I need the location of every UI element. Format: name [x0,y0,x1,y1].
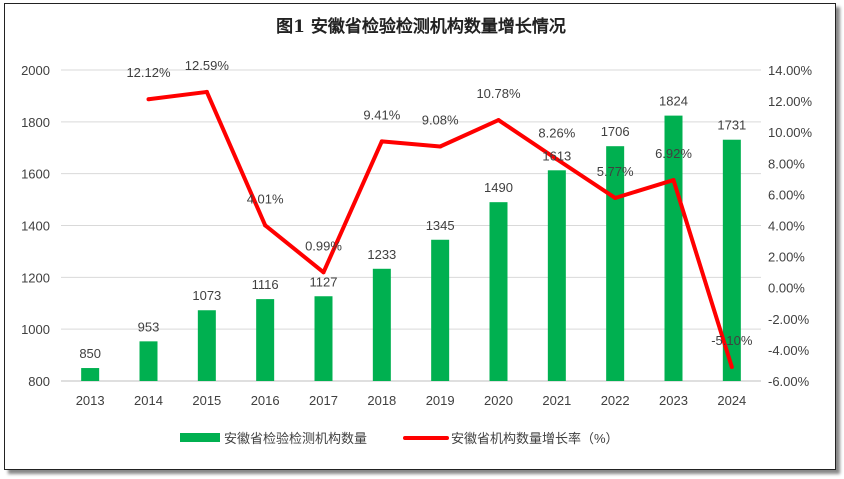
line-data-label: 12.12% [126,65,171,80]
right-tick-label: 0.00% [768,281,805,296]
bar [197,310,216,381]
right-tick-label: 6.00% [768,187,805,202]
x-tick-label: 2013 [76,393,105,408]
line-data-label: 8.26% [538,125,575,140]
bar-data-label: 953 [138,319,160,334]
line-data-label: 9.08% [422,113,459,128]
right-tick-label: 12.00% [768,94,813,109]
bar [606,146,625,381]
chart-frame [4,3,836,470]
x-tick-label: 2015 [192,393,221,408]
bar-data-label: 1127 [310,274,338,289]
bar [372,268,391,381]
line-data-label: 5.77% [597,164,634,179]
left-tick-label: 1600 [21,167,50,182]
left-tick-label: 1000 [21,322,50,337]
bar [547,170,566,381]
line-point [321,270,326,275]
bar [489,202,508,381]
bar [139,341,158,381]
bar [81,368,100,381]
bar-data-label: 1613 [542,148,571,163]
bar-data-label: 1233 [367,247,396,262]
left-tick-label: 800 [28,374,50,389]
bar-data-label: 1116 [252,277,279,292]
x-tick-label: 2018 [367,393,396,408]
line-point [204,89,209,94]
right-tick-label: 14.00% [768,63,813,78]
line-data-label: 9.41% [363,107,400,122]
x-tick-label: 2014 [134,393,163,408]
chart-title: 图1 安徽省检验检测机构数量增长情况 [276,16,566,37]
line-data-label: -5.10% [711,333,753,348]
legend-line-label: 安徽省机构数量增长率（%） [451,431,619,446]
bar-data-label: 1706 [601,124,630,139]
right-tick-label: 4.00% [768,219,805,234]
bar-data-label: 1731 [717,118,746,133]
bar [314,296,333,381]
legend-bar-label: 安徽省检验检测机构数量 [224,431,367,446]
line-point [671,178,676,183]
bar-data-label: 1490 [484,180,513,195]
right-tick-label: 8.00% [768,156,805,171]
line-point [263,223,268,228]
line-data-label: 12.59% [185,58,230,73]
bar [431,239,450,381]
x-tick-label: 2020 [484,393,513,408]
bar-data-label: 850 [79,346,101,361]
x-tick-label: 2023 [659,393,688,408]
line-point [613,195,618,200]
line-point [438,144,443,149]
x-tick-label: 2022 [601,393,630,408]
line-data-label: 0.99% [305,238,342,253]
bar [256,299,275,381]
x-tick-label: 2016 [251,393,280,408]
left-tick-label: 1400 [21,219,50,234]
right-tick-label: -6.00% [768,374,810,389]
line-point [729,365,734,370]
left-tick-label: 1200 [21,270,50,285]
right-tick-label: -2.00% [768,312,810,327]
line-point [496,118,501,123]
line-data-label: 6.92% [655,146,692,161]
right-tick-label: -4.00% [768,343,810,358]
line-point [554,157,559,162]
bar-data-label: 1073 [192,288,221,303]
x-tick-label: 2017 [309,393,338,408]
bar [722,139,741,381]
x-tick-label: 2024 [717,393,746,408]
line-point [146,97,151,102]
right-tick-label: 2.00% [768,250,805,265]
line-data-label: 10.78% [476,86,521,101]
legend: 安徽省检验检测机构数量 安徽省机构数量增长率（%） [180,431,619,446]
x-tick-label: 2021 [542,393,571,408]
bar-data-label: 1824 [659,94,688,109]
x-tick-label: 2019 [426,393,455,408]
bar-data-label: 1345 [426,218,455,233]
right-tick-label: 10.00% [768,125,813,140]
line-data-label: 4.01% [247,191,284,206]
legend-bar-swatch [180,433,220,442]
left-tick-label: 1800 [21,115,50,130]
left-tick-label: 2000 [21,63,50,78]
line-point [379,139,384,144]
